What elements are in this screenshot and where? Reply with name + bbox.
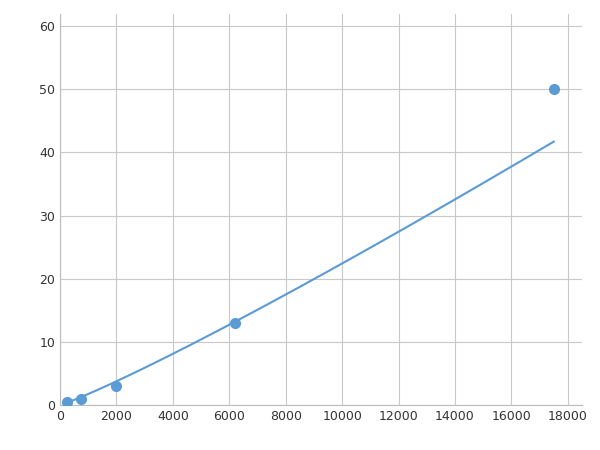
Point	[230, 320, 240, 327]
Point	[549, 86, 559, 93]
Point	[62, 398, 72, 405]
Point	[112, 382, 121, 390]
Point	[76, 395, 86, 402]
